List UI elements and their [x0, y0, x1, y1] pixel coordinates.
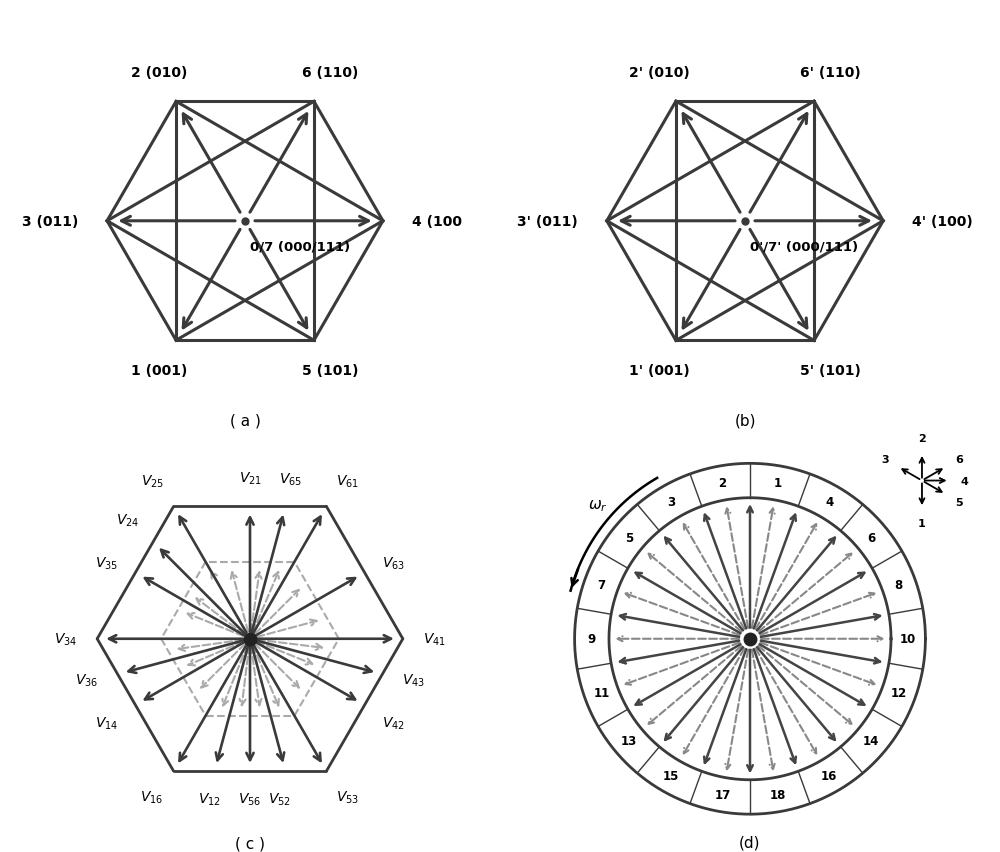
Text: 1' (001): 1' (001) [629, 364, 690, 377]
Text: (b): (b) [734, 413, 756, 429]
Text: 18: 18 [769, 788, 786, 801]
Text: 12: 12 [891, 687, 907, 699]
Text: 1: 1 [773, 477, 782, 490]
Text: 4: 4 [961, 476, 969, 486]
Text: ( c ): ( c ) [235, 836, 265, 851]
Text: 6: 6 [955, 455, 963, 464]
Text: 14: 14 [863, 734, 879, 747]
Text: (d): (d) [739, 834, 761, 849]
Text: 6 (110): 6 (110) [302, 66, 359, 80]
Text: 13: 13 [621, 734, 637, 747]
Text: $V_{43}$: $V_{43}$ [402, 671, 425, 688]
Text: 3: 3 [667, 496, 675, 509]
Text: $V_{36}$: $V_{36}$ [75, 671, 98, 688]
Text: 2: 2 [918, 434, 926, 443]
Text: $V_{42}$: $V_{42}$ [382, 715, 405, 731]
Text: $V_{65}$: $V_{65}$ [279, 471, 302, 487]
Text: $V_{21}$: $V_{21}$ [239, 470, 261, 487]
Text: $V_{63}$: $V_{63}$ [382, 555, 405, 571]
Text: $\omega_r$: $\omega_r$ [588, 498, 608, 514]
Text: 0/7 (000/111): 0/7 (000/111) [250, 240, 350, 253]
Text: 0'/7' (000/111): 0'/7' (000/111) [750, 240, 858, 253]
Text: $V_{52}$: $V_{52}$ [268, 791, 291, 807]
Text: $V_{16}$: $V_{16}$ [140, 788, 164, 805]
Text: 15: 15 [663, 769, 679, 782]
Text: 1 (001): 1 (001) [131, 363, 188, 377]
Text: 2: 2 [718, 477, 727, 490]
Text: ( a ): ( a ) [230, 413, 260, 428]
Text: 4: 4 [825, 496, 833, 509]
Text: 2 (010): 2 (010) [131, 66, 188, 80]
Text: 5' (101): 5' (101) [800, 364, 861, 377]
Text: $V_{53}$: $V_{53}$ [336, 788, 359, 805]
Text: 7: 7 [597, 579, 605, 591]
Text: $V_{34}$: $V_{34}$ [54, 630, 77, 648]
Text: $V_{24}$: $V_{24}$ [116, 512, 139, 528]
Text: $V_{14}$: $V_{14}$ [95, 715, 118, 731]
Text: 17: 17 [714, 788, 731, 801]
Text: $V_{41}$: $V_{41}$ [423, 630, 446, 648]
Text: $V_{61}$: $V_{61}$ [336, 473, 359, 490]
Text: 16: 16 [821, 769, 837, 782]
Text: 5: 5 [625, 531, 633, 544]
Text: $V_{25}$: $V_{25}$ [141, 473, 164, 490]
Text: 8: 8 [895, 579, 903, 591]
Text: $V_{35}$: $V_{35}$ [95, 555, 118, 571]
Text: 5 (101): 5 (101) [302, 363, 359, 377]
Text: 9: 9 [588, 632, 596, 646]
Text: 4 (100: 4 (100 [412, 215, 462, 228]
Text: 5: 5 [955, 498, 963, 507]
Text: 11: 11 [593, 687, 609, 699]
Text: 6: 6 [867, 531, 875, 544]
Text: 10: 10 [900, 632, 916, 646]
Text: 2' (010): 2' (010) [629, 66, 690, 79]
Text: 1: 1 [918, 519, 926, 528]
Text: 3: 3 [881, 455, 889, 464]
Text: 4' (100): 4' (100) [912, 215, 973, 228]
Text: 3 (011): 3 (011) [22, 215, 78, 228]
Text: $V_{56}$: $V_{56}$ [238, 791, 262, 808]
Text: $V_{12}$: $V_{12}$ [198, 791, 221, 807]
Text: 3' (011): 3' (011) [517, 215, 578, 228]
Text: 6' (110): 6' (110) [800, 66, 861, 79]
